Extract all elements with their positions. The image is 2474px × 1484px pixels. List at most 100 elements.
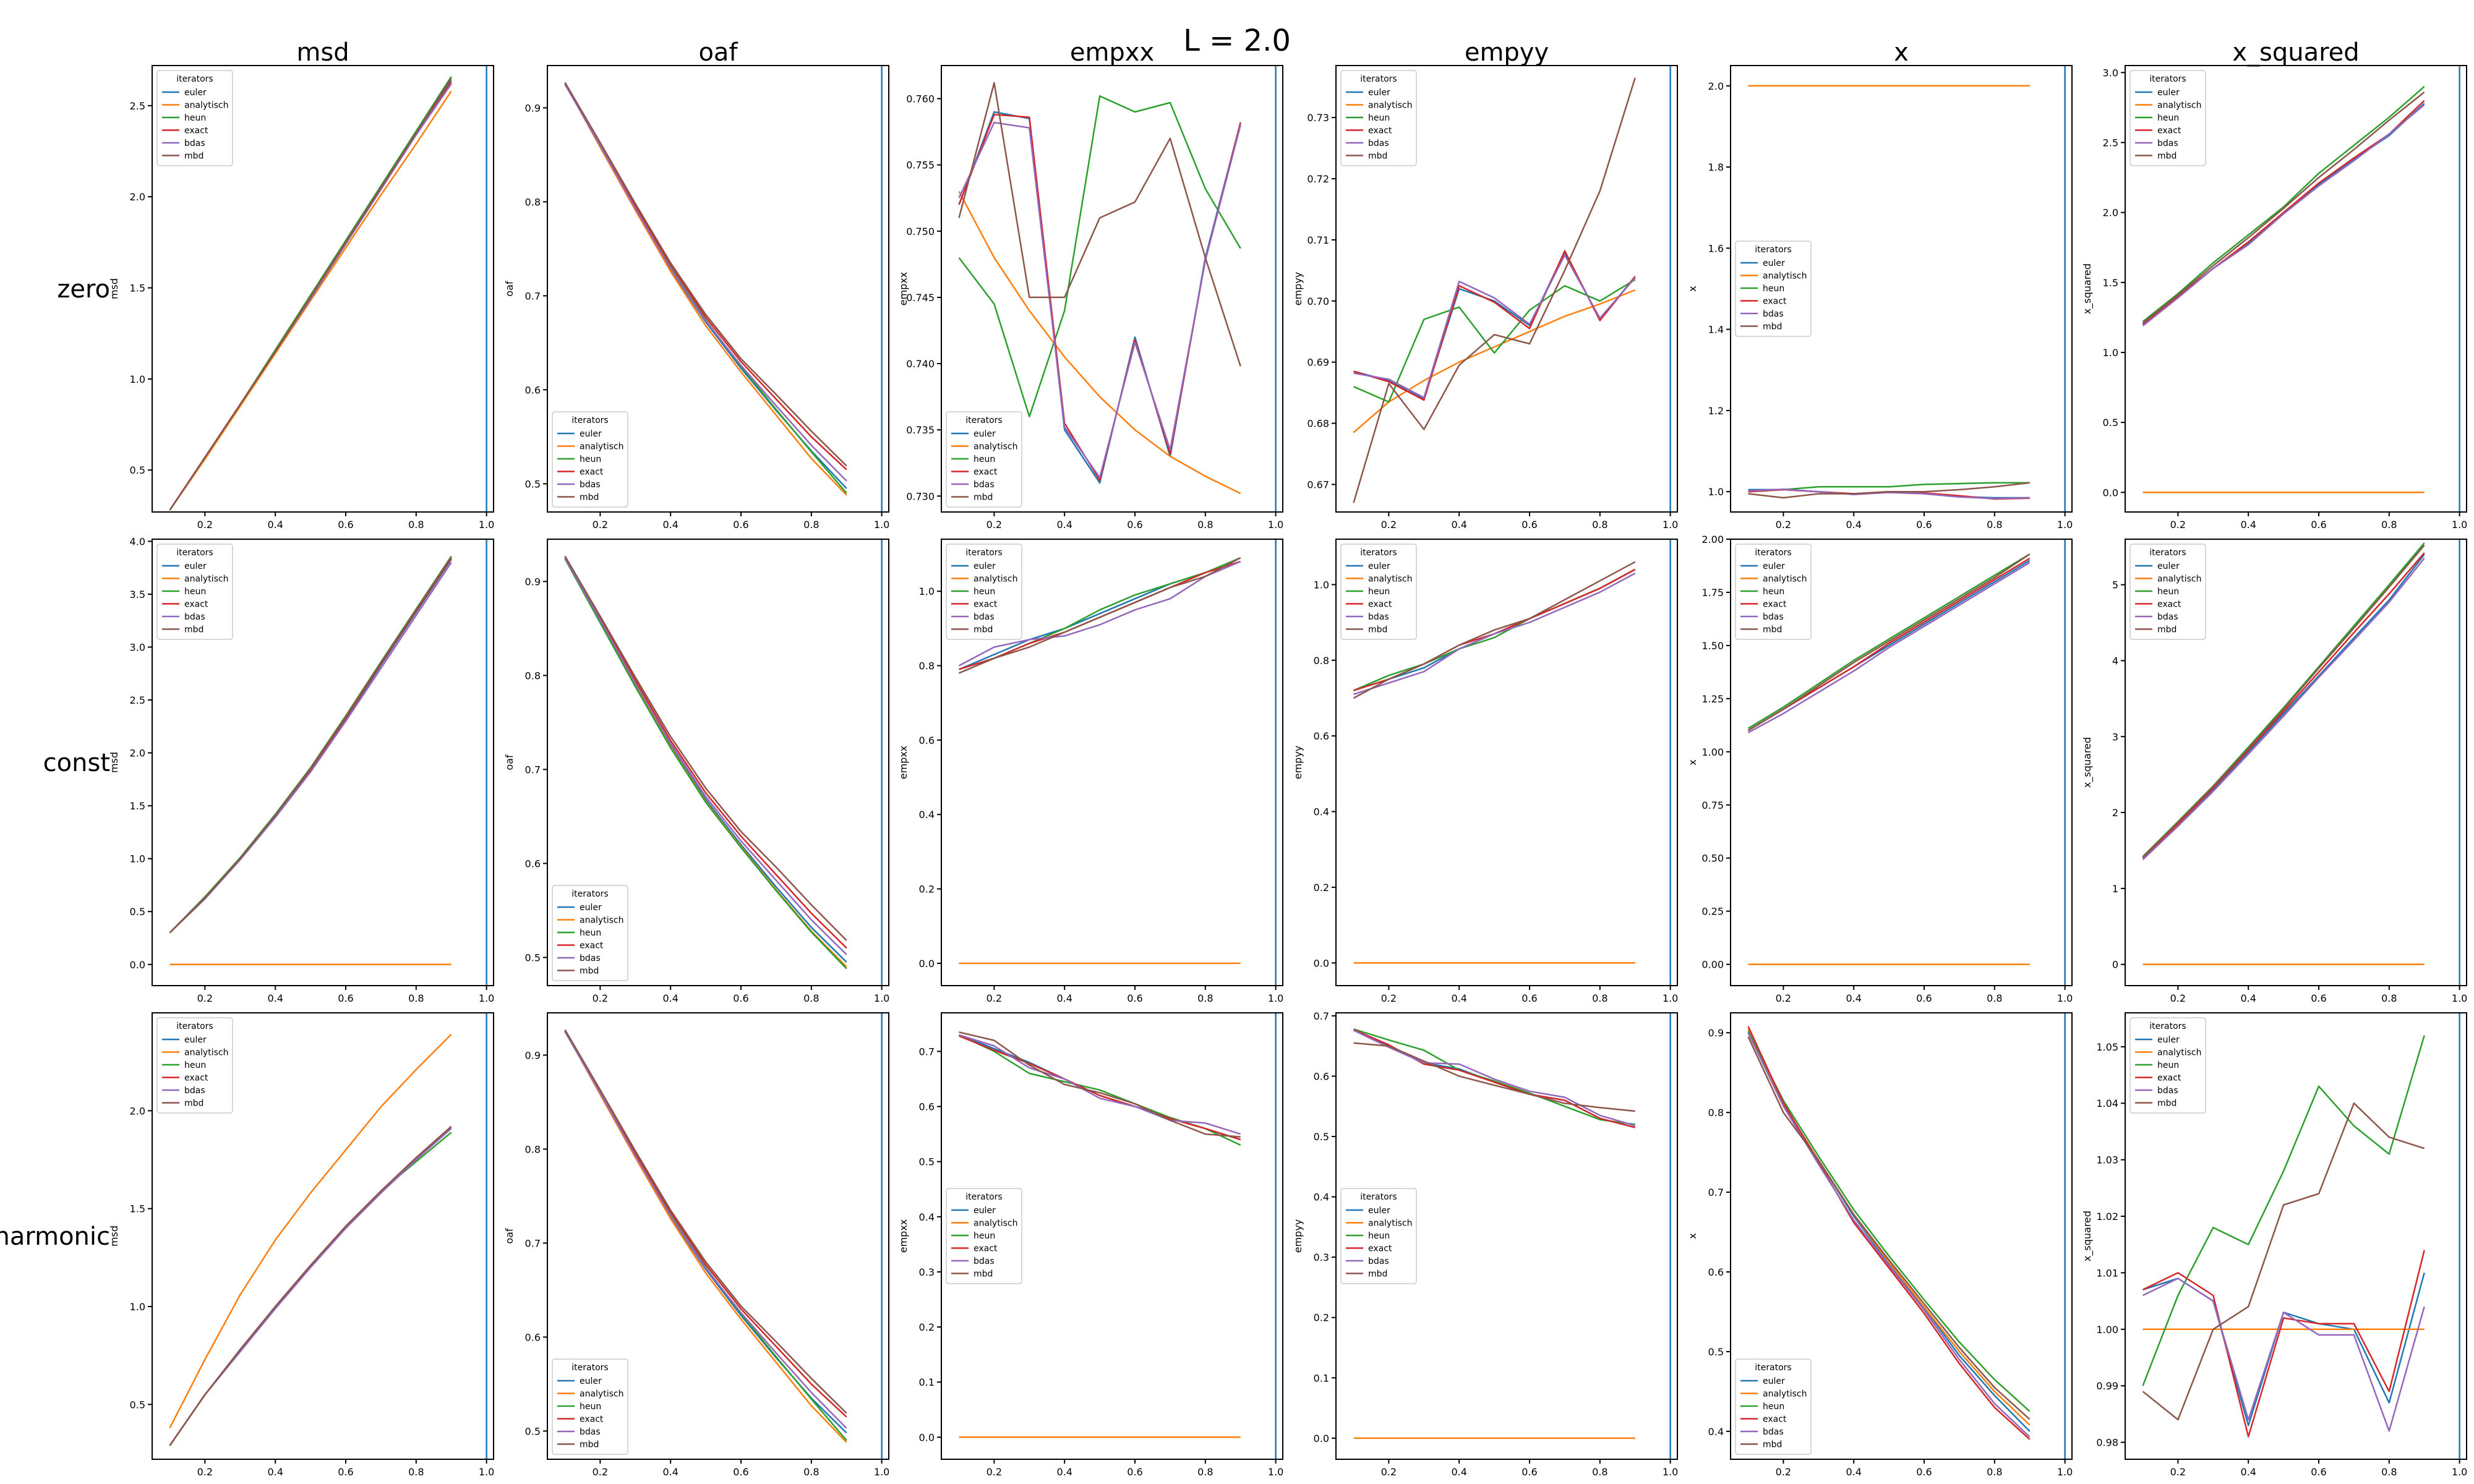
- x-tick-label: 0.4: [1056, 992, 1072, 1004]
- column-title-oaf: oaf: [698, 38, 738, 67]
- series-line-heun: [2142, 85, 2425, 323]
- legend-entry-analytisch: analytisch: [580, 442, 623, 452]
- y-tick-label: 0.72: [1307, 173, 1329, 185]
- x-tick-label: 1.0: [874, 519, 889, 531]
- x-tick-label: 0.6: [1916, 519, 1932, 531]
- legend-entry-bdas: bdas: [580, 480, 601, 490]
- y-tick-label: 2.0: [130, 1105, 145, 1117]
- y-axis-label: x: [1687, 1233, 1698, 1239]
- y-axis-label: empxx: [897, 746, 909, 780]
- x-tick-label: 0.4: [662, 1466, 678, 1478]
- y-tick-label: 0.1: [1314, 1372, 1329, 1384]
- legend-entry-mbd: mbd: [1763, 1440, 1782, 1450]
- legend-entry-euler: euler: [580, 903, 602, 913]
- x-tick-label: 0.6: [2311, 992, 2326, 1004]
- legend-entry-euler: euler: [580, 429, 602, 439]
- x-tick-label: 0.2: [593, 992, 608, 1004]
- column-title-empyy: empyy: [1465, 38, 1549, 67]
- x-tick-label: 0.4: [1846, 992, 1861, 1004]
- series-lines: [1353, 561, 1636, 964]
- y-tick-label: 2.0: [1708, 80, 1724, 92]
- legend-title: iterators: [176, 548, 213, 558]
- y-tick-label: 0.69: [1307, 357, 1329, 369]
- y-tick-label: 2: [2112, 807, 2118, 819]
- y-tick-label: 3.5: [130, 589, 145, 600]
- x-tick-label: 0.8: [2381, 1466, 2397, 1478]
- legend-entry-euler: euler: [184, 88, 207, 98]
- legend: iterators euler analytisch heun exact bdas mbd: [1735, 1358, 1812, 1455]
- y-tick-label: 0.71: [1307, 234, 1329, 246]
- series-lines: [169, 1033, 452, 1446]
- y-tick-label: 0.7: [525, 764, 541, 775]
- y-tick-label: 4: [2112, 655, 2118, 667]
- y-tick-label: 0.5: [130, 1399, 145, 1410]
- y-axis-label: x_squared: [2081, 1211, 2094, 1261]
- legend-entry-heun: heun: [974, 587, 995, 597]
- x-tick-label: 0.4: [1846, 1466, 1861, 1478]
- legend-entry-bdas: bdas: [2157, 139, 2178, 148]
- y-tick-label: 0.4: [919, 1211, 935, 1223]
- x-tick-label: 0.8: [408, 1466, 424, 1478]
- legend-entry-euler: euler: [974, 429, 996, 439]
- x-tick-label: 0.4: [1451, 1466, 1466, 1478]
- legend-title: iterators: [571, 416, 608, 425]
- legend-entry-euler: euler: [1763, 1376, 1785, 1386]
- y-tick-label: 0: [2112, 959, 2118, 971]
- x-tick-label: 0.2: [987, 519, 1002, 531]
- legend-entry-heun: heun: [1763, 284, 1784, 294]
- y-axis-label: empxx: [897, 1219, 909, 1253]
- legend-box: [1735, 544, 1812, 640]
- y-tick-label: 1.5: [130, 1203, 145, 1215]
- subplot-zero-msd: 0.2 0.4 0.6 0.8 1.0 0.5 1.0 1.5 2.0 2.5 msd iterato…: [108, 65, 494, 531]
- y-tick-label: 0.5: [525, 952, 541, 963]
- y-tick-label: 0.3: [1314, 1252, 1329, 1263]
- legend: iterators euler analytisch heun exact bdas mbd: [2129, 544, 2206, 640]
- x-tick-label: 0.4: [662, 519, 678, 531]
- x-tick-label: 0.8: [2381, 519, 2397, 531]
- x-tick-label: 0.2: [2170, 1466, 2186, 1478]
- x-tick-label: 0.8: [2381, 992, 2397, 1004]
- y-tick-label: 0.5: [130, 464, 145, 476]
- x-tick-label: 0.2: [197, 992, 213, 1004]
- x-tick-label: 0.4: [1056, 1466, 1072, 1478]
- y-tick-label: 0.9: [525, 1049, 541, 1061]
- x-tick-label: 0.8: [1987, 519, 2002, 531]
- x-tick-label: 1.0: [2057, 1466, 2073, 1478]
- x-tick-label: 0.2: [593, 519, 608, 531]
- subplot-zero-empyy: 0.2 0.4 0.6 0.8 1.0 0.67 0.68 0.69 0.70 0.71 0.72 0…: [1292, 65, 1678, 531]
- y-tick-label: 0.5: [525, 478, 541, 490]
- y-tick-label: 0.7: [1708, 1187, 1724, 1198]
- axes-frame: [1335, 539, 1678, 986]
- y-tick-label: 0.68: [1307, 418, 1329, 430]
- x-tick-label: 0.8: [1592, 992, 1607, 1004]
- y-tick-label: 0.7: [525, 290, 541, 302]
- y-tick-label: 0.735: [906, 424, 935, 436]
- y-tick-label: 1.02: [2096, 1211, 2118, 1222]
- legend-entry-exact: exact: [184, 1073, 208, 1083]
- y-tick-label: 1.0: [2103, 347, 2118, 359]
- y-tick-label: 2.0: [2103, 207, 2118, 219]
- x-tick-label: 0.6: [1522, 519, 1537, 531]
- y-tick-label: 0.0: [1314, 1433, 1329, 1444]
- legend-entry-heun: heun: [974, 1231, 995, 1241]
- legend-entry-heun: heun: [580, 928, 601, 938]
- series-line-exact: [2142, 552, 2425, 859]
- y-tick-label: 1.00: [1701, 746, 1724, 758]
- y-tick-label: 0.1: [919, 1376, 935, 1388]
- x-tick-label: 0.4: [1451, 992, 1466, 1004]
- legend-title: iterators: [176, 1021, 213, 1031]
- subplot-zero-empxx: 0.2 0.4 0.6 0.8 1.0 0.730 0.735 0.740 0.745 0.750…: [897, 65, 1283, 531]
- legend-entry-bdas: bdas: [974, 612, 995, 622]
- series-line-bdas: [564, 557, 847, 955]
- y-tick-label: 0.00: [1701, 959, 1724, 971]
- legend-entry-bdas: bdas: [2157, 1086, 2178, 1096]
- y-tick-label: 1.4: [1708, 324, 1724, 336]
- legend-entry-bdas: bdas: [1763, 309, 1784, 319]
- axes-frame: [941, 65, 1283, 513]
- subplot-zero-oaf: 0.2 0.4 0.6 0.8 1.0 0.5 0.6 0.7 0.8 0.9 oaf iterato…: [503, 65, 889, 531]
- y-tick-label: 1.0: [130, 1301, 145, 1313]
- legend-entry-heun: heun: [580, 454, 601, 464]
- legend-title: iterators: [571, 1363, 608, 1373]
- series-lines: [2142, 1035, 2425, 1438]
- y-tick-label: 0.8: [919, 660, 935, 672]
